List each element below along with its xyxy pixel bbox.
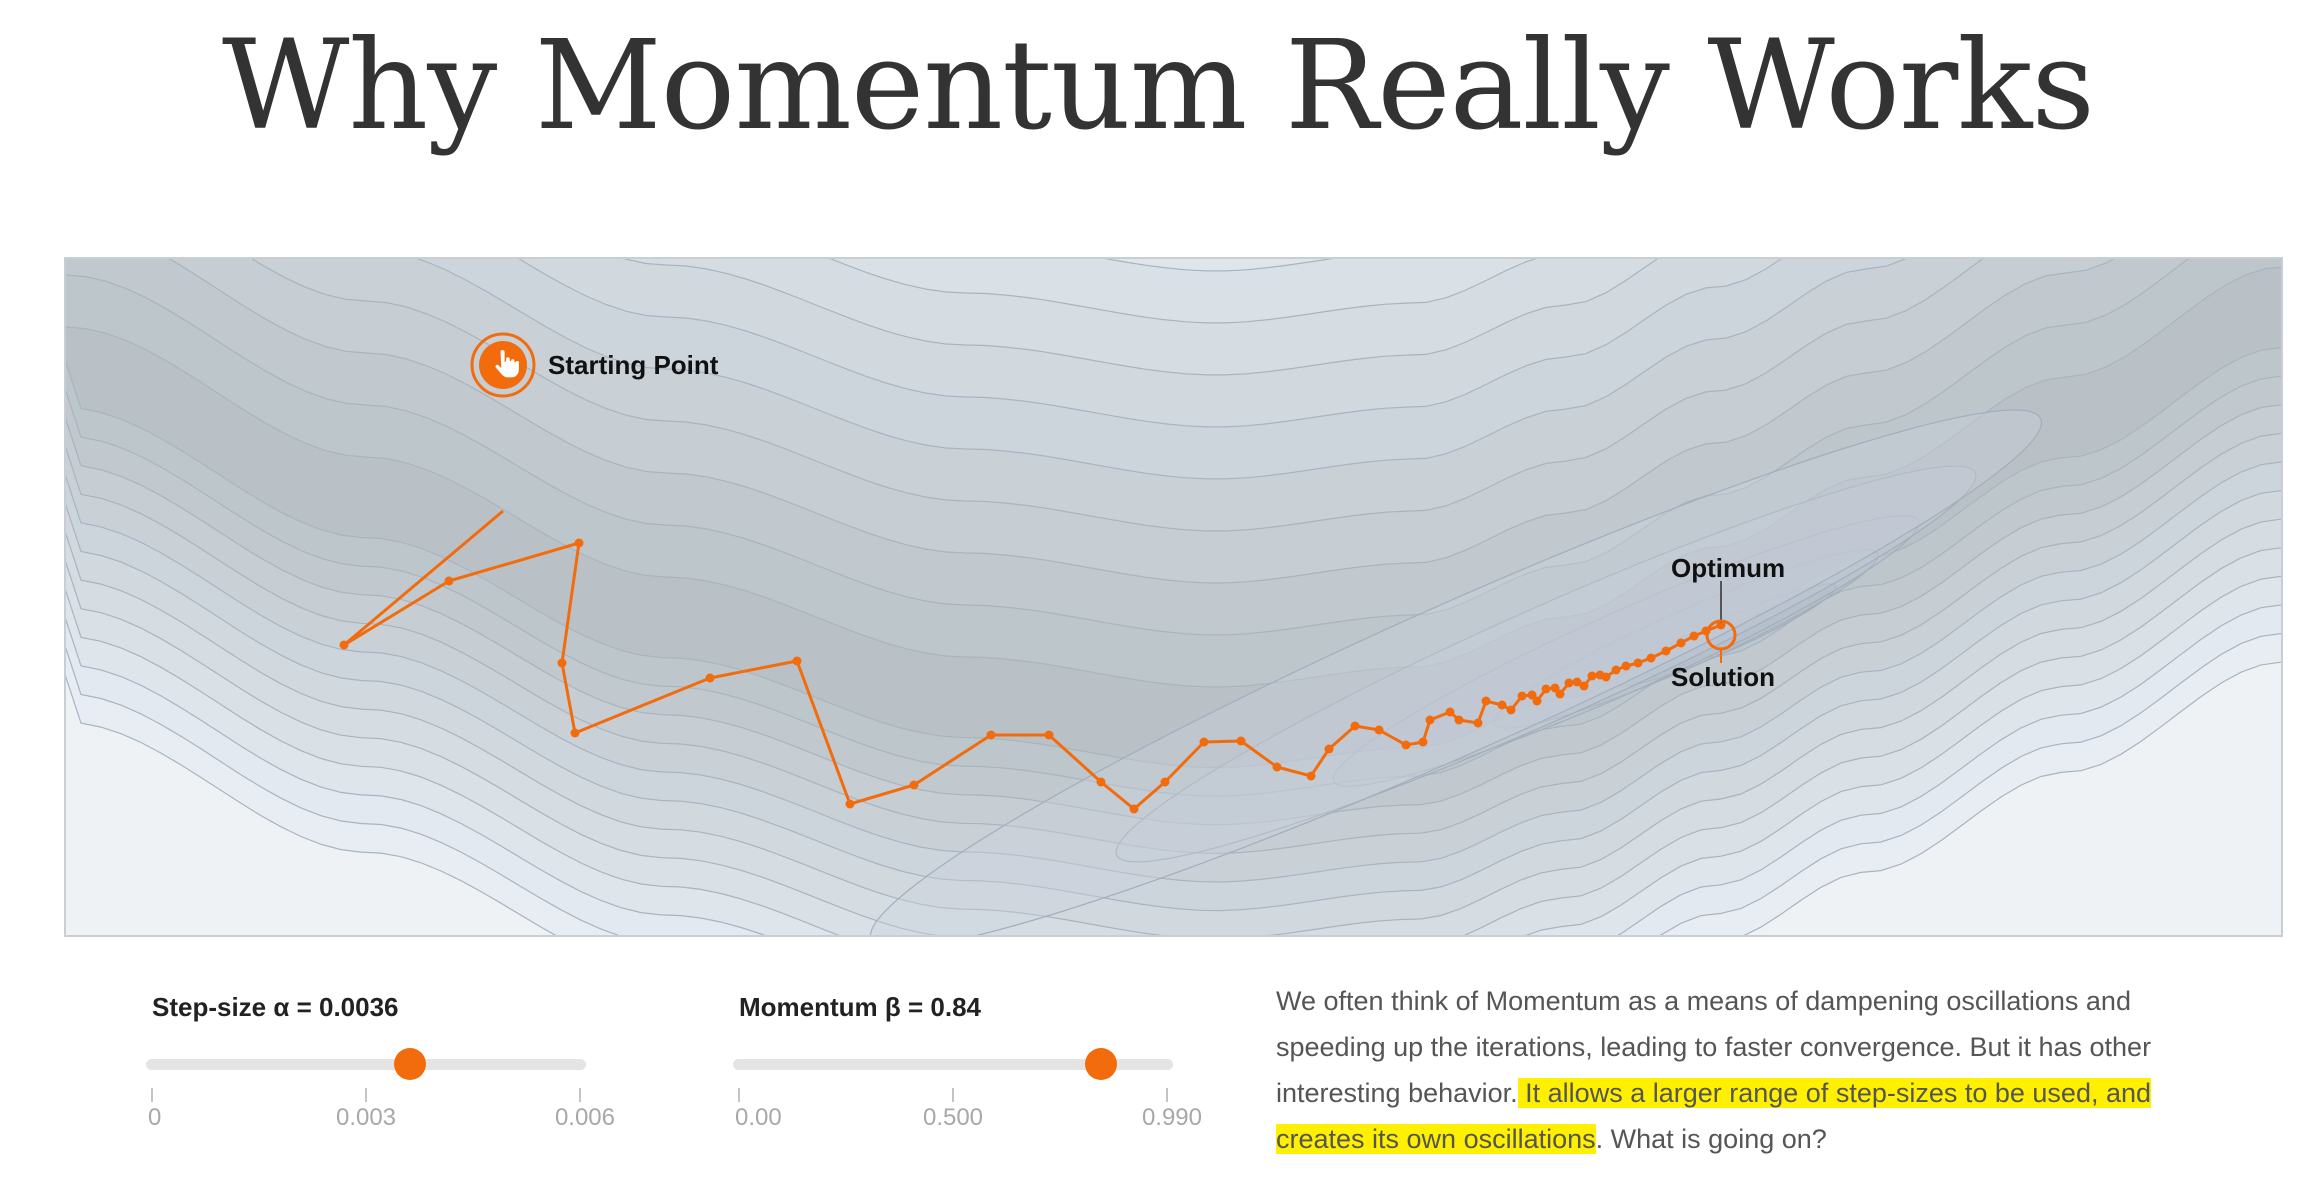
momentum-tick-min xyxy=(738,1088,740,1102)
path-point xyxy=(1611,665,1621,675)
path-point xyxy=(1541,684,1551,694)
step-size-slider-thumb[interactable] xyxy=(394,1048,426,1080)
path-point xyxy=(1621,661,1631,671)
path-point xyxy=(444,576,454,586)
page-title: Why Momentum Really Works xyxy=(221,14,2095,158)
path-point xyxy=(570,728,580,738)
step-size-tick-min xyxy=(151,1088,153,1102)
step-size-tick-label: 0.006 xyxy=(554,1104,615,1131)
path-point xyxy=(1555,689,1565,699)
step-size-label: Step-size α = 0.0036 xyxy=(152,992,399,1022)
path-point xyxy=(1572,677,1582,687)
path-point xyxy=(1425,715,1435,725)
path-point xyxy=(1473,718,1483,728)
momentum-label: Momentum β = 0.84 xyxy=(739,992,981,1022)
path-point xyxy=(1676,638,1686,648)
momentum-slider-track[interactable] xyxy=(733,1059,1173,1070)
optimum-label: Optimum xyxy=(1671,553,1785,583)
contour-band xyxy=(66,259,2281,797)
step-size-tick-max xyxy=(579,1088,581,1102)
path-point xyxy=(1497,700,1507,710)
path-point xyxy=(1517,691,1527,701)
path-point xyxy=(1374,725,1384,735)
path-point xyxy=(1587,671,1597,681)
contour-ellipse xyxy=(869,409,2043,935)
starting-point-handle[interactable] xyxy=(470,332,536,398)
path-point xyxy=(1160,777,1170,787)
path-point xyxy=(792,656,802,666)
path-point xyxy=(1532,696,1542,706)
path-point xyxy=(909,780,919,790)
path-point xyxy=(1601,672,1611,682)
path-point xyxy=(1689,631,1699,641)
path-point xyxy=(1506,705,1516,715)
momentum-slider-thumb[interactable] xyxy=(1085,1048,1117,1080)
path-point xyxy=(1579,681,1589,691)
path-point xyxy=(1527,690,1537,700)
path-point xyxy=(845,799,855,809)
path-point xyxy=(1306,771,1316,781)
step-size-slider-track[interactable] xyxy=(146,1059,586,1070)
momentum-tick-max xyxy=(1166,1088,1168,1102)
path-point xyxy=(1236,736,1246,746)
step-size-tick-mid xyxy=(365,1088,367,1102)
path-point xyxy=(986,730,996,740)
step-size-control: Step-size α = 0.0036 0 0.003 0.006 xyxy=(146,992,615,1172)
starting-point-label: Starting Point xyxy=(548,350,719,380)
contour-lines xyxy=(66,259,2281,935)
hand-pointer-icon xyxy=(494,348,521,379)
momentum-visualization[interactable]: Optimum Solution Starting Point xyxy=(64,257,2283,937)
path-point xyxy=(1272,762,1282,772)
path-point xyxy=(1564,678,1574,688)
description-text: We often think of Momentum as a means of… xyxy=(1276,986,2152,1108)
path-point xyxy=(1550,683,1560,693)
path-point xyxy=(1454,715,1464,725)
path-point xyxy=(1044,730,1054,740)
path-point xyxy=(1716,620,1726,630)
momentum-tick-mid xyxy=(952,1088,954,1102)
step-size-tick-label: 0 xyxy=(148,1104,162,1131)
path-point xyxy=(1129,804,1139,814)
contour-band xyxy=(66,259,2281,826)
path-point xyxy=(1633,658,1643,668)
path-point xyxy=(1350,721,1360,731)
path-point xyxy=(1418,737,1428,747)
path-point xyxy=(1096,777,1106,787)
contour-plot[interactable]: Optimum Solution Starting Point xyxy=(66,259,2281,935)
description-paragraph: We often think of Momentum as a means of… xyxy=(1276,978,2216,1162)
path-point xyxy=(1324,744,1334,754)
path-point xyxy=(1401,740,1411,750)
path-point xyxy=(574,538,584,548)
path-point xyxy=(1646,653,1656,663)
description-text-end: . What is going on? xyxy=(1595,1124,1827,1154)
momentum-tick-label: 0.00 xyxy=(735,1104,782,1131)
contour-band xyxy=(66,266,2281,769)
path-point xyxy=(1481,696,1491,706)
path-point xyxy=(705,673,715,683)
momentum-control: Momentum β = 0.84 0.00 0.500 0.990 xyxy=(733,992,1202,1172)
path-point xyxy=(339,640,349,650)
momentum-tick-label: 0.500 xyxy=(922,1104,984,1131)
path-point xyxy=(1199,737,1209,747)
path-point xyxy=(557,658,567,668)
step-size-tick-label: 0.003 xyxy=(335,1104,397,1131)
start-outer-ring xyxy=(470,332,536,398)
contour-ellipse xyxy=(1115,465,1977,863)
path-point xyxy=(1445,707,1455,717)
momentum-tick-label: 0.990 xyxy=(1141,1104,1202,1131)
solution-label: Solution xyxy=(1671,662,1775,692)
path-point xyxy=(1661,646,1671,656)
path-line xyxy=(342,509,1722,811)
